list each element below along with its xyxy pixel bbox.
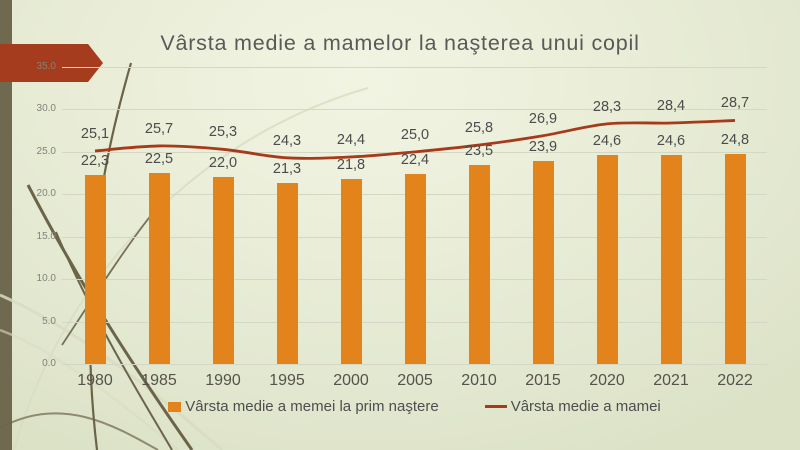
line-value-label: 28,4 <box>656 98 686 114</box>
gridline <box>62 364 767 365</box>
x-axis-label: 1985 <box>141 372 177 389</box>
bar-value-label: 22,0 <box>208 155 238 172</box>
y-axis-tick-label: 5.0 <box>42 315 56 327</box>
legend-label-bar-series: Vârsta medie a memei la prim naştere <box>185 398 439 415</box>
bar-value-label: 24,6 <box>592 133 622 150</box>
bar-2021 <box>660 155 682 364</box>
bar-2020 <box>596 155 618 364</box>
bar-value-label: 21,8 <box>336 157 366 173</box>
line-series-swatch-icon <box>484 405 507 408</box>
y-axis-tick-label: 15.0 <box>36 230 56 242</box>
bar-2005 <box>404 173 426 364</box>
bar-2010 <box>468 164 490 364</box>
legend-item-line-series: Vârsta medie a mamei <box>484 398 661 415</box>
bar-value-label: 23,9 <box>528 139 558 156</box>
bar-2000 <box>340 179 362 364</box>
line-value-label: 25,3 <box>208 124 238 141</box>
y-axis-tick-label: 35.0 <box>36 61 56 72</box>
bar-value-label: 22,4 <box>400 151 430 168</box>
chart-legend: Vârsta medie a memei la prim naştere Vâr… <box>62 398 767 415</box>
bar-series-swatch-icon <box>168 401 182 412</box>
line-value-label: 24,4 <box>336 131 366 148</box>
x-axis-label: 1990 <box>205 372 241 389</box>
y-axis-tick-label: 10.0 <box>36 273 56 285</box>
line-value-label: 25,8 <box>464 120 494 137</box>
slide-title: Vârsta medie a mamelor la naşterea unui … <box>160 31 640 55</box>
legend-item-bar-series: Vârsta medie a memei la prim naştere <box>168 398 439 415</box>
x-axis-label: 2005 <box>397 372 433 389</box>
bar-value-label: 21,3 <box>272 161 302 178</box>
y-axis-tick-label: 0.0 <box>42 358 56 369</box>
y-axis-tick-label: 25.0 <box>36 145 56 157</box>
x-axis-label: 1995 <box>269 372 305 389</box>
bar-2015 <box>532 161 554 364</box>
x-axis-label: 2022 <box>717 372 753 389</box>
red-arrow-decoration <box>0 44 103 82</box>
line-value-label: 28,3 <box>592 98 622 115</box>
bar-1985 <box>148 173 170 364</box>
gridline <box>62 67 767 68</box>
bar-1990 <box>212 177 234 364</box>
bar-value-label: 22,3 <box>80 152 110 169</box>
bar-value-label: 22,5 <box>144 151 174 168</box>
bar-value-label: 24,6 <box>656 133 686 150</box>
x-axis-label: 2021 <box>653 372 689 389</box>
bar-1980 <box>84 174 106 364</box>
legend-label-line-series: Vârsta medie a mamei <box>510 398 661 415</box>
x-axis-label: 2010 <box>461 372 497 389</box>
x-axis-label: 2015 <box>525 372 561 389</box>
line-value-label: 24,3 <box>272 132 302 149</box>
bar-2022 <box>724 153 746 364</box>
line-value-label: 25,1 <box>80 126 110 142</box>
line-value-label: 28,7 <box>720 95 750 112</box>
line-value-label: 26,9 <box>528 110 558 127</box>
x-axis-label: 1980 <box>77 372 113 389</box>
bar-1995 <box>276 183 298 364</box>
bar-value-label: 24,8 <box>720 131 750 148</box>
line-value-label: 25,7 <box>144 120 174 137</box>
bar-value-label: 23,5 <box>464 142 494 159</box>
x-axis-label: 2000 <box>333 372 369 389</box>
line-value-label: 25,0 <box>400 126 430 143</box>
x-axis-label: 2020 <box>589 372 625 389</box>
y-axis-tick-label: 20.0 <box>36 188 56 200</box>
gridline <box>62 109 767 111</box>
y-axis-tick-label: 30.0 <box>36 103 56 115</box>
